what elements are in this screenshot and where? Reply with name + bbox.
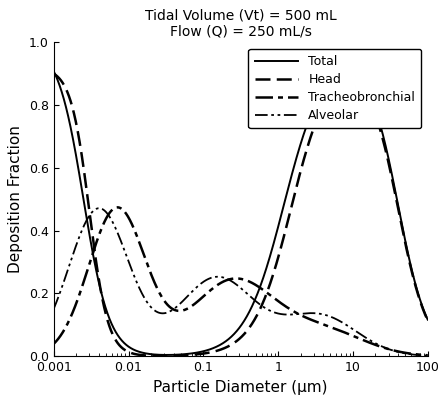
Alveolar xyxy=(425,353,431,358)
Total xyxy=(323,85,328,89)
Tracheobronchial xyxy=(323,323,328,328)
Tracheobronchial xyxy=(211,285,217,290)
Tracheobronchial xyxy=(425,353,431,358)
Total xyxy=(229,334,234,339)
Head xyxy=(323,99,328,104)
Line: Alveolar: Alveolar xyxy=(54,208,428,356)
Alveolar xyxy=(414,353,419,357)
Tracheobronchial xyxy=(414,352,419,357)
Y-axis label: Deposition Fraction: Deposition Fraction xyxy=(9,125,23,273)
Alveolar xyxy=(51,306,56,311)
Alveolar xyxy=(96,206,102,211)
Title: Tidal Volume (Vt) = 500 mL
Flow (Q) = 250 mL/s: Tidal Volume (Vt) = 500 mL Flow (Q) = 25… xyxy=(145,8,336,39)
Tracheobronchial xyxy=(51,341,56,346)
Line: Total: Total xyxy=(54,71,428,355)
Total xyxy=(164,353,169,357)
Head xyxy=(425,318,431,323)
Head xyxy=(414,287,419,291)
Tracheobronchial xyxy=(208,287,214,292)
Alveolar xyxy=(323,313,328,318)
X-axis label: Particle Diameter (μm): Particle Diameter (μm) xyxy=(154,380,328,395)
Legend: Total, Head, Tracheobronchial, Alveolar: Total, Head, Tracheobronchial, Alveolar xyxy=(248,49,422,128)
Alveolar xyxy=(229,279,234,284)
Total xyxy=(395,201,401,206)
Head xyxy=(211,349,217,354)
Alveolar xyxy=(395,349,401,354)
Head xyxy=(158,353,163,358)
Alveolar xyxy=(208,276,214,280)
Total xyxy=(51,69,56,74)
Total xyxy=(211,345,217,350)
Tracheobronchial xyxy=(115,205,120,210)
Head xyxy=(395,204,401,209)
Alveolar xyxy=(211,275,217,280)
Tracheobronchial xyxy=(395,349,401,354)
Head xyxy=(208,350,214,355)
Tracheobronchial xyxy=(229,276,234,281)
Total xyxy=(414,285,419,290)
Head xyxy=(51,71,56,76)
Total xyxy=(208,347,214,351)
Line: Head: Head xyxy=(54,74,428,356)
Line: Tracheobronchial: Tracheobronchial xyxy=(54,208,428,355)
Head xyxy=(229,342,234,347)
Total xyxy=(425,317,431,322)
